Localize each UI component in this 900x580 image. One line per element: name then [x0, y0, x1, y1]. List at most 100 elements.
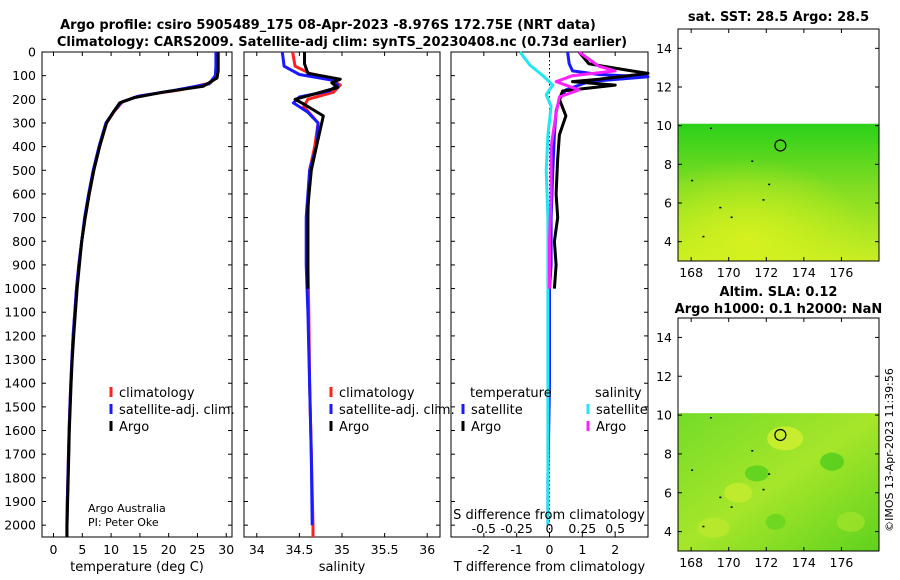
- y-tick-label: 100: [12, 68, 36, 83]
- y-tick-label: 2000: [4, 518, 36, 533]
- x-tick-label: -1: [510, 542, 522, 557]
- x-tick-label: 176: [830, 265, 854, 280]
- map-anomaly-patch: [744, 465, 769, 482]
- argo-location-marker: [774, 139, 787, 152]
- y-tick-label: 200: [12, 92, 36, 107]
- x-axis-label: T difference from climatology: [453, 560, 646, 575]
- island-marker: [702, 235, 705, 238]
- series-line-salinity-argo: [548, 50, 617, 289]
- map-anomaly-patch: [765, 513, 786, 530]
- x-tick-label: 174: [792, 265, 816, 280]
- map-anomaly-patch: [836, 511, 865, 532]
- x-tick-label: 5: [78, 542, 86, 557]
- x-tick-label: 20: [161, 542, 177, 557]
- island-marker: [719, 496, 722, 499]
- map-panel-sla_map: 168 170 172 174 176 4 6 8 10 12 14 Altim. SLA: 0.12…: [656, 285, 882, 570]
- y-tick-label: 800: [12, 234, 36, 249]
- imos-timestamp: ©IMOS 13-Apr-2023 11:39:56: [883, 368, 896, 532]
- x-tick-label: 30: [218, 542, 234, 557]
- y-tick-label: 12: [656, 369, 672, 384]
- y-tick-label: 1000: [4, 281, 36, 296]
- x-tick-label: 34.5: [285, 542, 313, 557]
- legend-label: climatology: [339, 386, 415, 401]
- map-title-line1: Altim. SLA: 0.12: [720, 285, 838, 300]
- y-tick-label: 900: [12, 257, 36, 272]
- legend-label: satellite: [596, 403, 648, 418]
- map-data-overlay: [678, 123, 879, 261]
- credit-line1: Argo Australia: [88, 502, 166, 515]
- map-frame: [677, 28, 880, 262]
- panel-frame: [41, 51, 233, 538]
- island-marker: [730, 216, 733, 219]
- profile-panel-difference: -2 -1 0 1 2 T difference from climatology: [450, 50, 650, 575]
- y-tick-label: 1400: [4, 376, 36, 391]
- legend-salinity-heading: salinity: [595, 386, 642, 401]
- s-difference-label: S difference from climatology: [453, 508, 645, 523]
- y-tick-label: 4: [664, 234, 672, 249]
- argo-location-marker: [774, 428, 787, 442]
- y-tick-label: 12: [656, 80, 672, 95]
- y-tick-label: 6: [664, 485, 672, 500]
- y-tick-label: 1800: [4, 470, 36, 485]
- map-anomaly-patch: [820, 452, 845, 471]
- map-anomaly-patch: [697, 517, 730, 538]
- y-tick-label: 1200: [4, 328, 36, 343]
- credit-line2: PI: Peter Oke: [88, 516, 159, 529]
- s-diff-tick-label: 0.25: [568, 521, 596, 536]
- x-tick-label: 172: [754, 265, 778, 280]
- island-marker: [751, 450, 754, 452]
- island-marker: [730, 506, 733, 508]
- island-marker: [719, 206, 722, 209]
- s-diff-tick-label: -0.25: [500, 521, 532, 536]
- x-tick-label: 34: [249, 542, 265, 557]
- x-tick-label: 2: [611, 542, 619, 557]
- y-tick-label: 8: [664, 446, 672, 461]
- x-tick-label: 0: [546, 542, 554, 557]
- series-line-argo: [293, 52, 342, 289]
- figure-title-line1: Argo profile: csiro 5905489_175 08-Apr-2…: [60, 18, 596, 33]
- legend-label: climatology: [119, 386, 195, 401]
- x-tick-label: 35.5: [371, 542, 399, 557]
- plot-area: 0100200300400500600700800900100011001200…: [4, 10, 882, 575]
- y-tick-label: 4: [664, 524, 672, 539]
- x-tick-label: 172: [754, 555, 778, 570]
- panel-frame: [243, 51, 441, 538]
- map-anomaly-patch: [724, 482, 753, 503]
- y-tick-label: 300: [12, 115, 36, 130]
- island-marker: [702, 525, 705, 528]
- y-tick-label: 8: [664, 157, 672, 172]
- map-title: sat. SST: 28.5 Argo: 28.5: [688, 10, 869, 25]
- y-tick-label: 600: [12, 186, 36, 201]
- y-tick-label: 400: [12, 139, 36, 154]
- x-axis-label: temperature (deg C): [70, 560, 204, 575]
- s-diff-tick-label: -0.5: [472, 521, 496, 536]
- map-panel-sst_map: 168 170 172 174 176 4 6 8 10 12 14 sat. SST: 28.5 A…: [656, 10, 880, 280]
- island-marker: [762, 199, 765, 201]
- legend-label: Argo: [339, 420, 369, 435]
- x-tick-label: -2: [478, 542, 490, 557]
- x-tick-label: 168: [679, 555, 703, 570]
- x-tick-label: 176: [830, 555, 854, 570]
- profile-panel-temperature: 0100200300400500600700800900100011001200…: [4, 45, 234, 576]
- s-diff-tick-label: 0: [546, 521, 554, 536]
- legend-label: satellite-adj. clim.: [119, 403, 235, 418]
- y-tick-label: 1100: [4, 305, 36, 320]
- island-marker: [709, 417, 712, 419]
- x-tick-label: 15: [132, 542, 148, 557]
- legend-label: Argo: [596, 420, 626, 435]
- x-tick-label: 170: [717, 555, 741, 570]
- x-tick-label: 174: [792, 555, 816, 570]
- legend-label: satellite-adj. clim.: [339, 403, 455, 418]
- y-tick-label: 1500: [4, 399, 36, 414]
- y-tick-label: 10: [656, 408, 672, 423]
- x-tick-label: 0: [50, 542, 58, 557]
- y-tick-label: 500: [12, 163, 36, 178]
- x-tick-label: 1: [578, 542, 586, 557]
- y-tick-label: 1700: [4, 447, 36, 462]
- island-marker: [691, 469, 694, 471]
- s-diff-tick-label: 0.5: [605, 521, 625, 536]
- x-tick-label: 10: [103, 542, 119, 557]
- x-tick-label: 35: [334, 542, 350, 557]
- series-line-salinity-satellite: [518, 51, 555, 526]
- island-marker: [762, 488, 765, 491]
